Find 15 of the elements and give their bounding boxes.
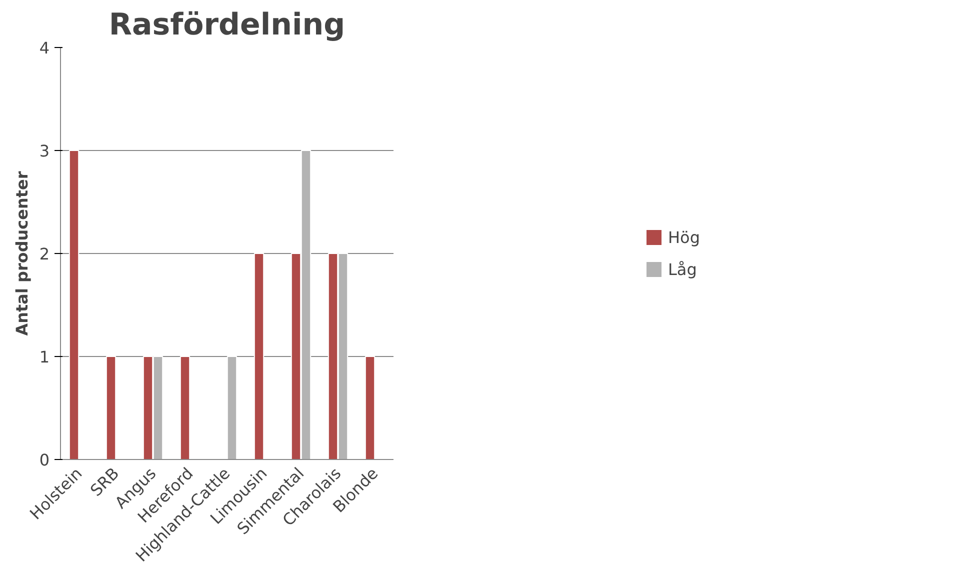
legend-label: Hög xyxy=(668,228,700,246)
y-tick-label: 2 xyxy=(39,244,50,264)
bar xyxy=(364,356,376,460)
y-tick-label: 4 xyxy=(39,38,50,58)
bar xyxy=(106,356,116,460)
y-tick-label: 3 xyxy=(39,142,50,160)
bar xyxy=(254,253,264,460)
y-axis-title: Antal producenter xyxy=(12,171,32,336)
bar xyxy=(180,356,190,460)
bar xyxy=(68,150,80,460)
y-tick-label: 0 xyxy=(39,450,50,470)
y-tick-label: 1 xyxy=(39,348,50,366)
legend-label: Låg xyxy=(668,260,697,278)
bar xyxy=(226,356,238,460)
chart-title: Rasfördelning xyxy=(108,8,346,42)
